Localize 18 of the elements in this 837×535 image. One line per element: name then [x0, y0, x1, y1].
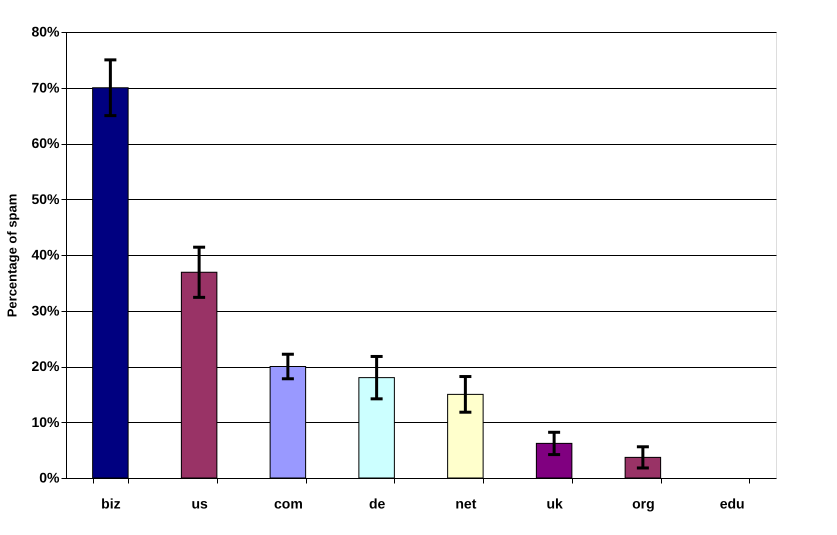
- y-tick-label: 70%: [31, 79, 60, 96]
- y-axis-title: Percentage of spam: [4, 194, 20, 318]
- x-tick-label: de: [368, 496, 386, 512]
- x-tick-label: uk: [546, 496, 564, 512]
- y-tick-label: 0%: [39, 470, 60, 486]
- x-tick-label: edu: [720, 496, 745, 512]
- y-tick-label: 30%: [31, 302, 60, 318]
- y-tick-label: 20%: [31, 358, 60, 374]
- y-tick-label: 40%: [31, 246, 60, 262]
- x-tick-label: biz: [101, 496, 121, 512]
- x-tick-label: net: [455, 496, 477, 512]
- y-tick-label: 10%: [31, 414, 60, 430]
- x-tick-label: com: [274, 496, 303, 512]
- y-tick-label: 80%: [31, 24, 60, 40]
- y-tick-label: 60%: [31, 135, 60, 151]
- x-tick-label: org: [632, 496, 655, 512]
- x-tick-label: us: [191, 496, 208, 512]
- y-tick-label: 50%: [31, 190, 60, 207]
